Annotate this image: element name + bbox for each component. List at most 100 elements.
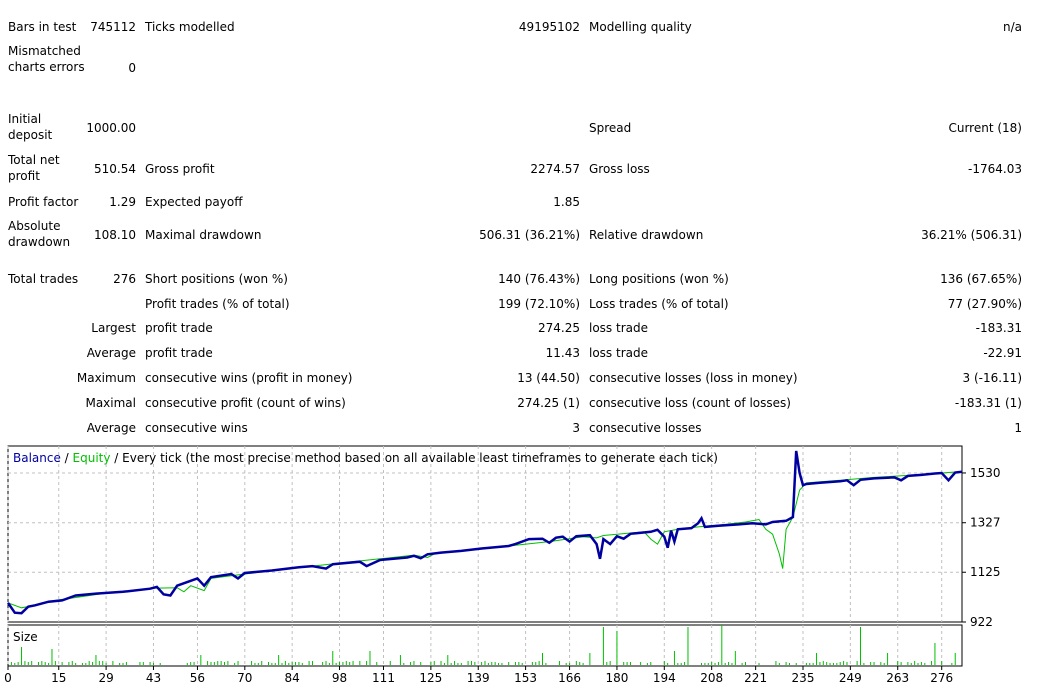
avg-wins-label: consecutive wins xyxy=(145,421,248,435)
bars-label: Bars in test xyxy=(8,20,77,34)
maximal-profit-value: 274.25 (1) xyxy=(517,396,580,410)
largest-profit-label: profit trade xyxy=(145,321,213,335)
y-axis-labels: 1530 1327 1125 922 xyxy=(970,466,1001,629)
trades-value: 276 xyxy=(113,272,136,286)
avg-losses-label: consecutive losses xyxy=(589,421,702,435)
short-label: Short positions (won %) xyxy=(145,272,288,286)
x-tick-label: 0 xyxy=(4,671,12,685)
x-tick-label: 153 xyxy=(514,671,537,685)
main-plot-frame xyxy=(7,445,963,623)
average-loss-label: loss trade xyxy=(589,346,648,360)
quality-label: Modelling quality xyxy=(589,20,692,34)
bars-value: 745112 xyxy=(90,20,136,34)
x-tick-label: 166 xyxy=(558,671,581,685)
spread-label: Spread xyxy=(589,121,632,135)
x-tick-label: 276 xyxy=(930,671,953,685)
grossprofit-value: 2274.57 xyxy=(530,162,580,176)
quality-value: n/a xyxy=(1002,20,1022,34)
x-tick-label: 139 xyxy=(467,671,490,685)
profit-trades-label: Profit trades (% of total) xyxy=(145,297,290,311)
avg-wins-value: 3 xyxy=(572,421,580,435)
grossloss-value: -1764.03 xyxy=(968,162,1022,176)
average-profit-label: profit trade xyxy=(145,346,213,360)
ticks-label: Ticks modelled xyxy=(145,20,235,34)
y-tick-label: 1327 xyxy=(970,516,1001,530)
payoff-label: Expected payoff xyxy=(145,195,243,209)
x-tick-label: 98 xyxy=(332,671,347,685)
legend-equity: Equity xyxy=(73,451,111,465)
x-tick-label: 180 xyxy=(605,671,628,685)
largest-loss-value: -183.31 xyxy=(975,321,1022,335)
maximal-profit-label: consecutive profit (count of wins) xyxy=(145,396,346,410)
absdd-label: Absolute drawdown xyxy=(8,219,71,249)
payoff-value: 1.85 xyxy=(553,195,580,209)
avg-losses-value: 1 xyxy=(1014,421,1022,435)
pf-value: 1.29 xyxy=(109,195,136,209)
x-tick-label: 235 xyxy=(792,671,815,685)
reldd-value: 36.21% (506.31) xyxy=(921,228,1022,242)
largest-label: Largest xyxy=(91,321,136,335)
legend-method: Every tick (the most precise method base… xyxy=(122,451,718,465)
size-bars xyxy=(10,625,956,665)
avg2-label: Average xyxy=(86,421,136,435)
size-label: Size xyxy=(13,630,38,644)
spread-value: Current (18) xyxy=(948,121,1022,135)
maxdd-value: 506.31 (36.21%) xyxy=(479,228,580,242)
maximal-loss-label: consecutive loss (count of losses) xyxy=(589,396,791,410)
x-tick-label: 208 xyxy=(700,671,723,685)
max-wins-value: 13 (44.50) xyxy=(517,371,580,385)
x-tick-label: 84 xyxy=(285,671,300,685)
legend-sep-1: / xyxy=(61,451,73,465)
trades-label: Total trades xyxy=(8,272,79,286)
largest-loss-label: loss trade xyxy=(589,321,648,335)
average-label: Average xyxy=(86,346,136,360)
x-tick-label: 221 xyxy=(744,671,767,685)
x-tick-label: 56 xyxy=(190,671,205,685)
short-value: 140 (76.43%) xyxy=(498,272,580,286)
x-tick-label: 263 xyxy=(886,671,909,685)
y-tick-label: 1530 xyxy=(970,466,1001,480)
mismatch-value: 0 xyxy=(128,61,136,75)
maximum-label: Maximum xyxy=(76,371,136,385)
x-axis-labels: 0 15 29 43 56 70 84 98 111 125 139 153 166 180 194 208 2… xyxy=(4,671,953,685)
average-profit-value: 11.43 xyxy=(545,346,580,360)
balance-line xyxy=(6,450,963,615)
grossloss-label: Gross loss xyxy=(589,162,650,176)
ticks-value: 49195102 xyxy=(518,20,580,34)
grossprofit-label: Gross profit xyxy=(145,162,215,176)
deposit-label: Initial deposit xyxy=(8,112,53,142)
x-tick-label: 249 xyxy=(839,671,862,685)
x-tick-label: 29 xyxy=(98,671,113,685)
balance-chart-svg: Balance / Equity / Every tick (the most … xyxy=(4,445,1001,685)
x-tick-label: 125 xyxy=(419,671,442,685)
maximal-loss-value: -183.31 (1) xyxy=(954,396,1022,410)
largest-profit-value: 274.25 xyxy=(538,321,580,335)
max-losses-value: 3 (-16.11) xyxy=(962,371,1023,385)
mismatch-label: Mismatched charts errors xyxy=(8,44,85,74)
balance-chart: Balance / Equity / Every tick (the most … xyxy=(0,444,1049,686)
x-tick-label: 111 xyxy=(372,671,395,685)
max-losses-label: consecutive losses (loss in money) xyxy=(589,371,798,385)
netprofit-value: 510.54 xyxy=(94,162,136,176)
maxdd-label: Maximal drawdown xyxy=(145,228,262,242)
size-plot-frame xyxy=(7,624,963,667)
long-label: Long positions (won %) xyxy=(589,272,729,286)
loss-trades-value: 77 (27.90%) xyxy=(947,297,1022,311)
max-wins-label: consecutive wins (profit in money) xyxy=(145,371,353,385)
long-value: 136 (67.65%) xyxy=(940,272,1022,286)
y-tick-label: 922 xyxy=(970,615,993,629)
average-loss-value: -22.91 xyxy=(983,346,1022,360)
x-tick-label: 70 xyxy=(237,671,252,685)
legend-sep-2: / xyxy=(110,451,122,465)
absdd-value: 108.10 xyxy=(94,228,136,242)
y-tick-label: 1125 xyxy=(970,565,1001,579)
deposit-value: 1000.00 xyxy=(86,121,136,135)
chart-legend: Balance / Equity / Every tick (the most … xyxy=(13,451,718,465)
x-tick-label: 15 xyxy=(51,671,66,685)
pf-label: Profit factor xyxy=(8,195,79,209)
maximal-label: Maximal xyxy=(85,396,136,410)
loss-trades-label: Loss trades (% of total) xyxy=(589,297,729,311)
legend-balance: Balance xyxy=(13,451,61,465)
profit-trades-value: 199 (72.10%) xyxy=(498,297,580,311)
x-tick-label: 194 xyxy=(653,671,676,685)
